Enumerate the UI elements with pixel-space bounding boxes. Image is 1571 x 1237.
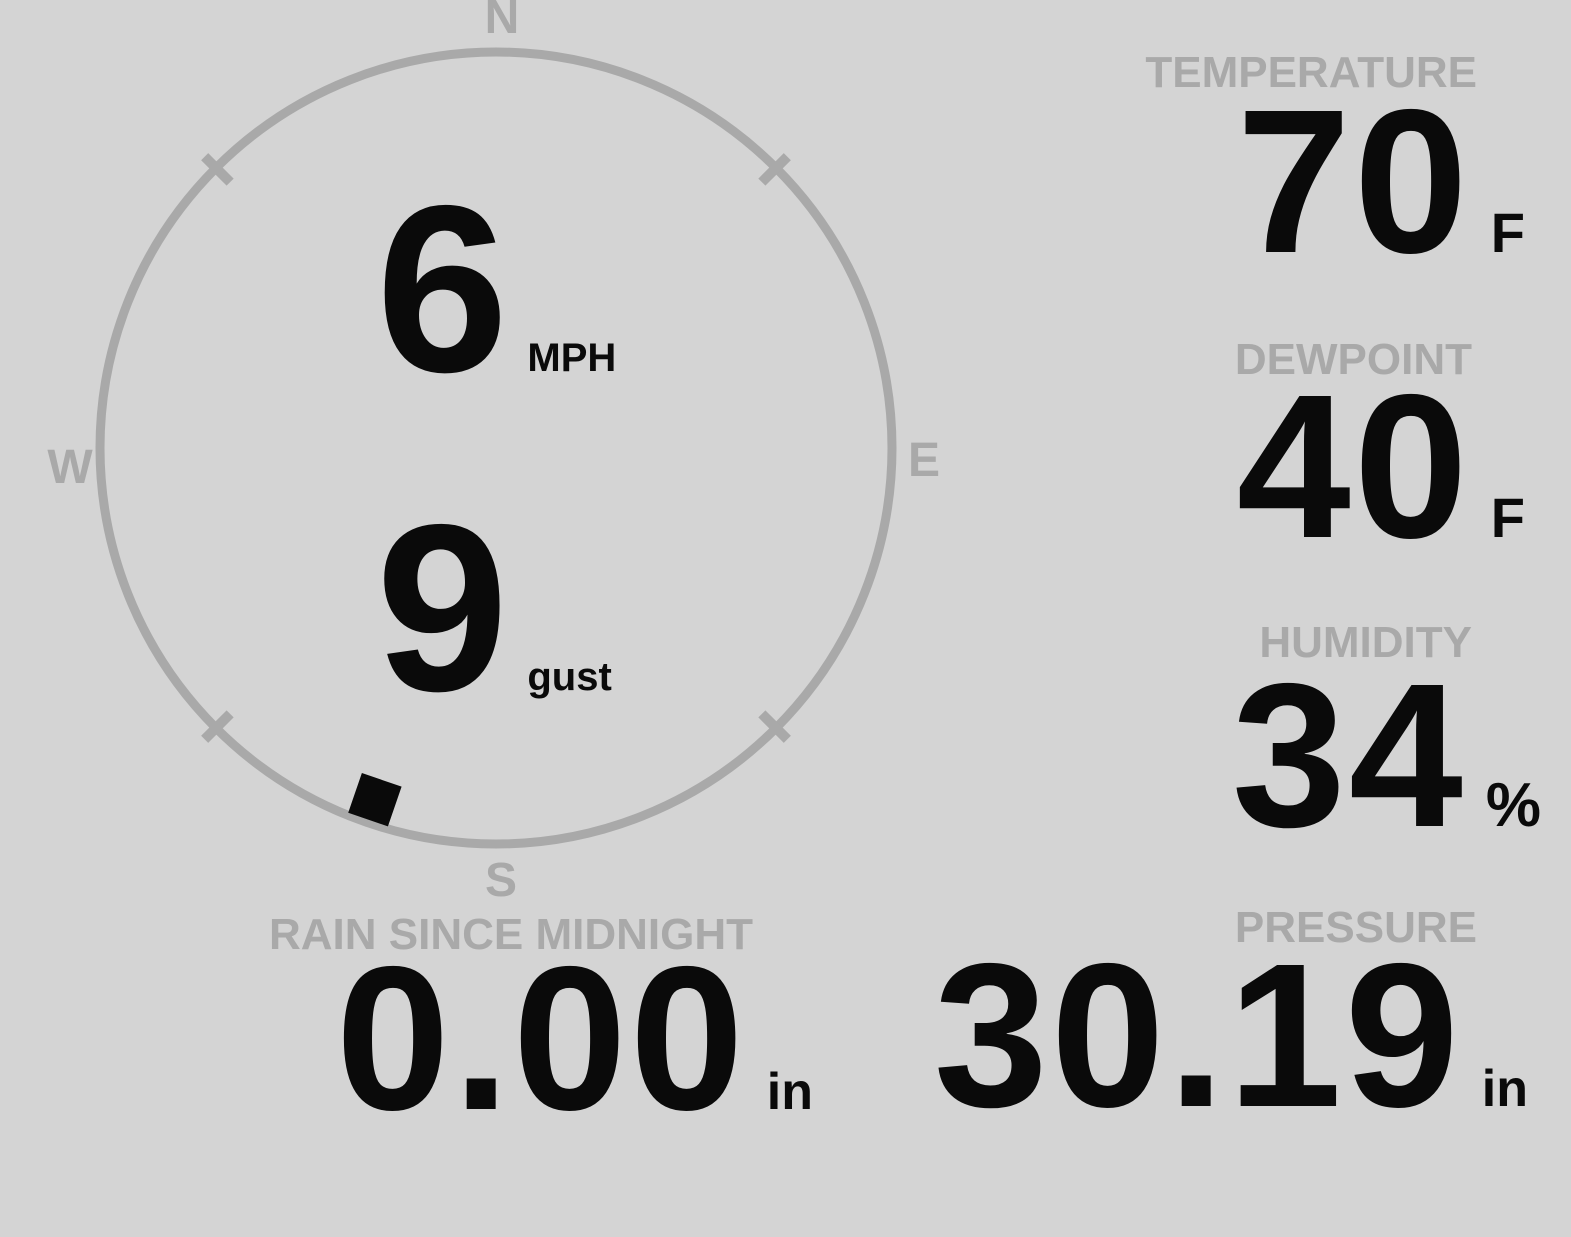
compass-tick-sw-icon — [201, 710, 234, 743]
wind-speed-value: 6 — [376, 157, 509, 422]
rain-value: 0.00 — [335, 924, 747, 1153]
temperature-label: TEMPERATURE — [1145, 48, 1477, 97]
humidity-reading: 34 % — [1232, 653, 1541, 858]
wind-speed: 6 MPH — [376, 171, 616, 409]
humidity-unit: % — [1485, 771, 1541, 840]
pressure-unit: in — [1481, 1060, 1528, 1118]
humidity-value: 34 — [1231, 641, 1466, 870]
pressure-value: 30.19 — [933, 921, 1462, 1150]
wind-speed-unit: MPH — [527, 336, 617, 380]
rain-reading: 0.00 in — [336, 936, 813, 1141]
dewpoint-unit: F — [1490, 486, 1525, 549]
compass-label-east: E — [907, 434, 940, 487]
wind-gust: 9 gust — [376, 490, 612, 728]
compass-label-west: W — [47, 441, 93, 494]
temperature-unit: F — [1490, 201, 1525, 264]
compass-ring — [95, 47, 897, 849]
rain-label: RAIN SINCE MIDNIGHT — [269, 910, 753, 959]
compass-tick-nw-icon — [201, 153, 234, 186]
compass-tick-ne-icon — [758, 153, 791, 186]
wind-direction-marker-icon — [348, 773, 402, 827]
compass-label-north: N — [484, 0, 520, 44]
dewpoint-reading: 40 F — [1237, 364, 1525, 569]
pressure-reading: 30.19 in — [934, 933, 1528, 1138]
compass-label-south: S — [484, 854, 517, 907]
dewpoint-label: DEWPOINT — [1234, 335, 1472, 384]
temperature-reading: 70 F — [1237, 79, 1525, 284]
temperature-value: 70 — [1236, 67, 1471, 296]
rain-unit: in — [766, 1063, 813, 1121]
pressure-label: PRESSURE — [1234, 903, 1477, 952]
compass-tick-se-icon — [758, 710, 791, 743]
dewpoint-value: 40 — [1236, 352, 1471, 581]
wind-gust-value: 9 — [376, 476, 509, 741]
wind-gust-unit: gust — [527, 655, 612, 699]
humidity-label: HUMIDITY — [1259, 618, 1472, 667]
